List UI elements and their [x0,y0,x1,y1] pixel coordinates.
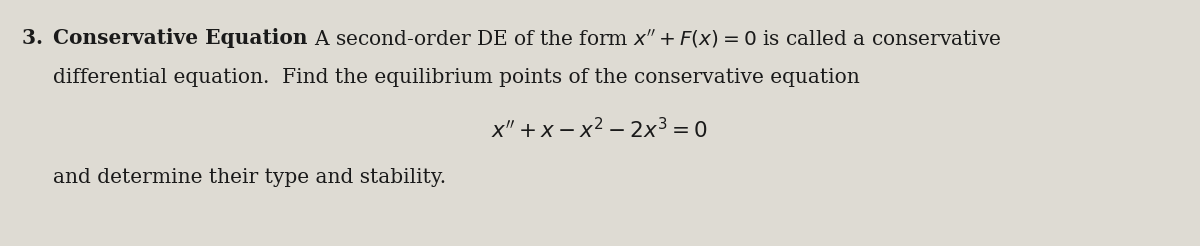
Text: Conservative Equation: Conservative Equation [53,28,307,48]
Text: and determine their type and stability.: and determine their type and stability. [53,168,446,187]
Text: $x''+x-x^2-2x^3=0$: $x''+x-x^2-2x^3=0$ [492,118,708,143]
Text: differential equation.  Find the equilibrium points of the conservative equation: differential equation. Find the equilibr… [53,68,860,87]
Text: A second-order DE of the form $x''+F(x)=0$ is called a conservative: A second-order DE of the form $x''+F(x)=… [307,28,1001,50]
Text: 3.: 3. [22,28,53,48]
